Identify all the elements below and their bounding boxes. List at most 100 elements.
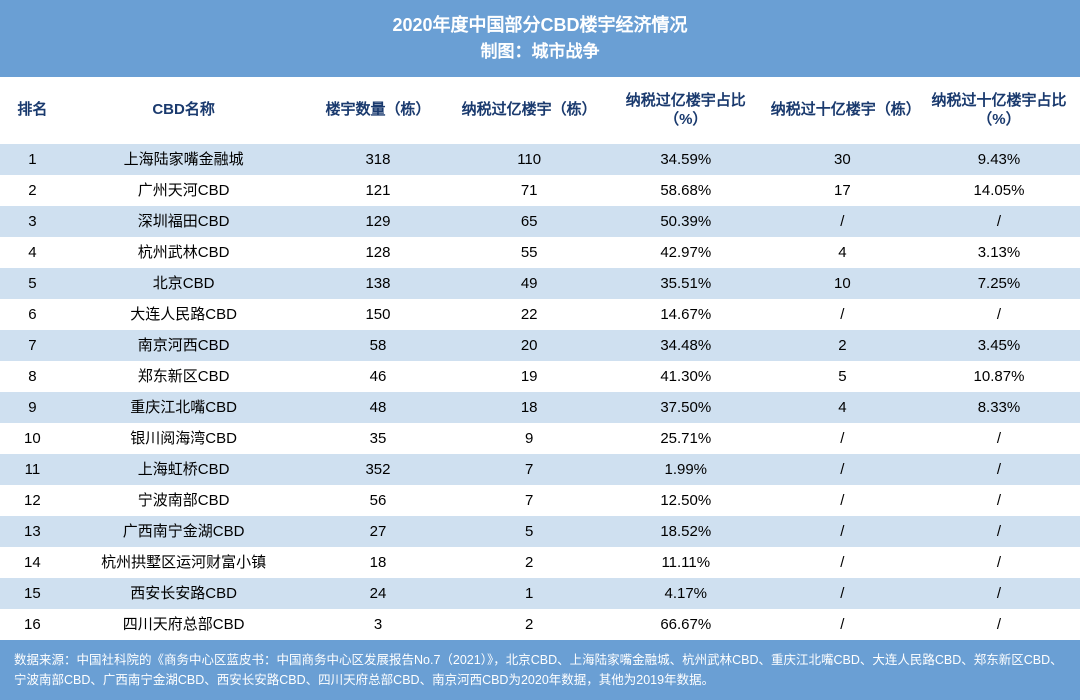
cell-over_shiyi_pct: 3.13%: [918, 237, 1080, 268]
table-row: 5北京CBD1384935.51%107.25%: [0, 268, 1080, 299]
cell-building_count: 150: [302, 299, 453, 330]
col-header-rank: 排名: [0, 77, 65, 144]
cell-over_shiyi: 17: [767, 175, 918, 206]
cell-over_yi: 7: [454, 454, 605, 485]
cell-over_shiyi_pct: /: [918, 516, 1080, 547]
cell-over_shiyi_pct: /: [918, 578, 1080, 609]
cell-building_count: 35: [302, 423, 453, 454]
cell-over_yi_pct: 1.99%: [605, 454, 767, 485]
header-banner: 2020年度中国部分CBD楼宇经济情况 制图：城市战争: [0, 0, 1080, 77]
cell-over_yi: 22: [454, 299, 605, 330]
cell-over_yi: 2: [454, 547, 605, 578]
cell-over_shiyi: /: [767, 206, 918, 237]
cell-over_shiyi_pct: /: [918, 485, 1080, 516]
table-row: 11上海虹桥CBD35271.99%//: [0, 454, 1080, 485]
cell-over_shiyi: /: [767, 454, 918, 485]
cbd-table: 排名 CBD名称 楼宇数量（栋） 纳税过亿楼宇（栋） 纳税过亿楼宇占比（%） 纳…: [0, 77, 1080, 640]
table-row: 12宁波南部CBD56712.50%//: [0, 485, 1080, 516]
cell-rank: 5: [0, 268, 65, 299]
cell-over_shiyi: 2: [767, 330, 918, 361]
cell-over_yi_pct: 58.68%: [605, 175, 767, 206]
cell-name: 宁波南部CBD: [65, 485, 303, 516]
cell-over_shiyi_pct: /: [918, 423, 1080, 454]
table-row: 10银川阅海湾CBD35925.71%//: [0, 423, 1080, 454]
cell-over_yi_pct: 42.97%: [605, 237, 767, 268]
cell-over_yi: 110: [454, 144, 605, 175]
table-row: 3深圳福田CBD1296550.39%//: [0, 206, 1080, 237]
cell-rank: 12: [0, 485, 65, 516]
table-row: 7南京河西CBD582034.48%23.45%: [0, 330, 1080, 361]
cell-over_yi_pct: 50.39%: [605, 206, 767, 237]
table-row: 8郑东新区CBD461941.30%510.87%: [0, 361, 1080, 392]
cell-name: 上海虹桥CBD: [65, 454, 303, 485]
cell-name: 广西南宁金湖CBD: [65, 516, 303, 547]
cell-rank: 9: [0, 392, 65, 423]
cell-building_count: 128: [302, 237, 453, 268]
cell-over_shiyi_pct: 14.05%: [918, 175, 1080, 206]
cell-over_yi: 9: [454, 423, 605, 454]
cell-name: 杭州拱墅区运河财富小镇: [65, 547, 303, 578]
cell-over_shiyi_pct: /: [918, 547, 1080, 578]
cell-building_count: 24: [302, 578, 453, 609]
cell-over_shiyi: 30: [767, 144, 918, 175]
cell-over_shiyi: /: [767, 609, 918, 640]
cell-over_yi_pct: 37.50%: [605, 392, 767, 423]
page-container: 2020年度中国部分CBD楼宇经济情况 制图：城市战争 排名 CBD名称 楼宇数…: [0, 0, 1080, 675]
cell-name: 郑东新区CBD: [65, 361, 303, 392]
table-head: 排名 CBD名称 楼宇数量（栋） 纳税过亿楼宇（栋） 纳税过亿楼宇占比（%） 纳…: [0, 77, 1080, 144]
cell-rank: 16: [0, 609, 65, 640]
cell-name: 杭州武林CBD: [65, 237, 303, 268]
cell-over_shiyi_pct: /: [918, 454, 1080, 485]
cell-name: 上海陆家嘴金融城: [65, 144, 303, 175]
cell-rank: 10: [0, 423, 65, 454]
cell-over_shiyi: 10: [767, 268, 918, 299]
cell-rank: 11: [0, 454, 65, 485]
cell-over_shiyi: 4: [767, 237, 918, 268]
cell-name: 广州天河CBD: [65, 175, 303, 206]
cell-over_yi: 5: [454, 516, 605, 547]
cell-over_shiyi: /: [767, 578, 918, 609]
cell-building_count: 58: [302, 330, 453, 361]
col-header-yi-pct: 纳税过亿楼宇占比（%）: [605, 77, 767, 144]
cell-rank: 2: [0, 175, 65, 206]
cell-building_count: 121: [302, 175, 453, 206]
cell-building_count: 46: [302, 361, 453, 392]
cell-over_shiyi_pct: 7.25%: [918, 268, 1080, 299]
cell-over_yi_pct: 11.11%: [605, 547, 767, 578]
cell-over_yi_pct: 34.48%: [605, 330, 767, 361]
cell-over_shiyi_pct: /: [918, 206, 1080, 237]
cell-over_shiyi: 5: [767, 361, 918, 392]
cell-name: 北京CBD: [65, 268, 303, 299]
cell-name: 重庆江北嘴CBD: [65, 392, 303, 423]
table-header-row: 排名 CBD名称 楼宇数量（栋） 纳税过亿楼宇（栋） 纳税过亿楼宇占比（%） 纳…: [0, 77, 1080, 144]
cell-over_yi_pct: 41.30%: [605, 361, 767, 392]
col-header-shiyi: 纳税过十亿楼宇（栋）: [767, 77, 918, 144]
cell-over_yi_pct: 35.51%: [605, 268, 767, 299]
cell-over_shiyi: /: [767, 516, 918, 547]
cell-over_yi: 71: [454, 175, 605, 206]
cell-name: 大连人民路CBD: [65, 299, 303, 330]
col-header-count: 楼宇数量（栋）: [302, 77, 453, 144]
cell-rank: 15: [0, 578, 65, 609]
cell-over_yi: 55: [454, 237, 605, 268]
table-row: 1上海陆家嘴金融城31811034.59%309.43%: [0, 144, 1080, 175]
cell-name: 南京河西CBD: [65, 330, 303, 361]
cell-building_count: 318: [302, 144, 453, 175]
table-row: 2广州天河CBD1217158.68%1714.05%: [0, 175, 1080, 206]
cell-rank: 6: [0, 299, 65, 330]
cell-building_count: 18: [302, 547, 453, 578]
header-subtitle: 制图：城市战争: [0, 39, 1080, 65]
table-row: 9重庆江北嘴CBD481837.50%48.33%: [0, 392, 1080, 423]
cell-over_yi_pct: 18.52%: [605, 516, 767, 547]
cell-over_shiyi_pct: 10.87%: [918, 361, 1080, 392]
cell-rank: 4: [0, 237, 65, 268]
table-row: 15西安长安路CBD2414.17%//: [0, 578, 1080, 609]
cell-name: 深圳福田CBD: [65, 206, 303, 237]
table-row: 6大连人民路CBD1502214.67%//: [0, 299, 1080, 330]
cell-over_shiyi_pct: 3.45%: [918, 330, 1080, 361]
cell-over_yi: 1: [454, 578, 605, 609]
cell-over_yi_pct: 12.50%: [605, 485, 767, 516]
cell-rank: 7: [0, 330, 65, 361]
cell-over_yi: 18: [454, 392, 605, 423]
table-row: 13广西南宁金湖CBD27518.52%//: [0, 516, 1080, 547]
